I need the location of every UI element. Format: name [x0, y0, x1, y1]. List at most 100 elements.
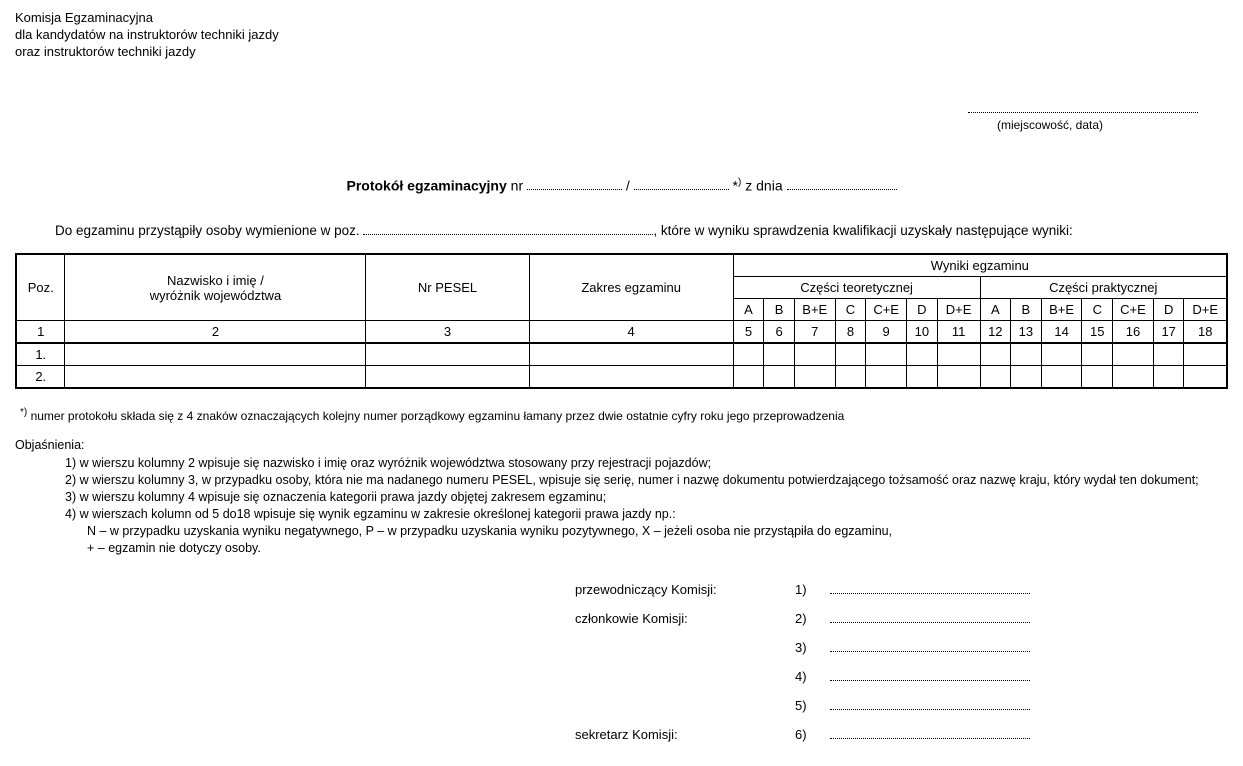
th-cat-2: B+E: [794, 299, 835, 321]
th-name: Nazwisko i imię / wyróżnik województwa: [65, 254, 366, 321]
intro-positions-field: [363, 223, 653, 235]
protocol-number-field-1: [527, 178, 622, 190]
th-cat-11: C+E: [1113, 299, 1154, 321]
explanation-3: 3) w wierszu kolumny 4 wpisuje się oznac…: [65, 489, 1228, 506]
th-pesel: Nr PESEL: [366, 254, 529, 321]
row1-c15: [1082, 343, 1113, 366]
title-zdnia: z dnia: [741, 177, 786, 193]
row1-c16: [1113, 343, 1154, 366]
sig-num-2: 2): [795, 611, 830, 626]
row1-c5: [733, 343, 764, 366]
colnum-12: 12: [980, 321, 1011, 344]
row2-c11: [937, 366, 980, 389]
row2-c16: [1113, 366, 1154, 389]
th-teoret: Części teoretycznej: [733, 277, 980, 299]
title-slash: /: [622, 177, 634, 193]
colnum-9: 9: [866, 321, 907, 344]
th-wyniki: Wyniki egzaminu: [733, 254, 1227, 277]
row2-zakres: [529, 366, 733, 389]
row1-c12: [980, 343, 1011, 366]
row1-c10: [907, 343, 938, 366]
row1-c14: [1041, 343, 1082, 366]
sig-label-1: przewodniczący Komisji:: [575, 582, 795, 597]
sig-row-3: 3): [575, 640, 1228, 655]
explanation-1: 1) w wierszu kolumny 2 wpisuje się nazwi…: [65, 455, 1228, 472]
sig-num-5: 5): [795, 698, 830, 713]
row2-c9: [866, 366, 907, 389]
row2-c5: [733, 366, 764, 389]
document-header: Komisja Egzaminacyjna dla kandydatów na …: [15, 10, 1228, 61]
location-date-field: [968, 101, 1198, 113]
row2-c15: [1082, 366, 1113, 389]
colnum-10: 10: [907, 321, 938, 344]
header-line-1: Komisja Egzaminacyjna: [15, 10, 1228, 27]
explanation-2: 2) w wierszu kolumny 3, w przypadku osob…: [65, 472, 1228, 489]
location-date-block: (miejscowość, data): [15, 101, 1228, 132]
sig-line-1: [830, 582, 1030, 594]
sig-num-4: 4): [795, 669, 830, 684]
colnum-2: 2: [65, 321, 366, 344]
th-poz: Poz.: [16, 254, 65, 321]
row1-c8: [835, 343, 866, 366]
th-cat-3: C: [835, 299, 866, 321]
document-title: Protokół egzaminacyjny nr / *) z dnia: [15, 177, 1228, 194]
row2-c14: [1041, 366, 1082, 389]
colnum-16: 16: [1113, 321, 1154, 344]
title-asterisk: *: [729, 177, 738, 193]
sig-label-6: sekretarz Komisji:: [575, 727, 795, 742]
row1-c11: [937, 343, 980, 366]
row1-c9: [866, 343, 907, 366]
intro-part1: Do egzaminu przystąpiły osoby wymienione…: [55, 223, 363, 238]
row2-c12: [980, 366, 1011, 389]
colnum-3: 3: [366, 321, 529, 344]
explanations-block: Objaśnienia: 1) w wierszu kolumny 2 wpis…: [15, 438, 1228, 556]
th-zakres: Zakres egzaminu: [529, 254, 733, 321]
th-cat-0: A: [733, 299, 764, 321]
th-cat-7: A: [980, 299, 1011, 321]
location-date-label: (miejscowość, data): [15, 118, 1198, 132]
header-line-2: dla kandydatów na instruktorów techniki …: [15, 27, 1228, 44]
th-cat-1: B: [764, 299, 795, 321]
row2-c6: [764, 366, 795, 389]
title-bold: Protokół egzaminacyjny: [346, 177, 506, 193]
row2-c10: [907, 366, 938, 389]
protocol-number-field-2: [634, 178, 729, 190]
signatures-block: przewodniczący Komisji: 1) członkowie Ko…: [15, 582, 1228, 742]
sig-line-2: [830, 611, 1030, 623]
row1-c17: [1153, 343, 1184, 366]
colnum-13: 13: [1011, 321, 1042, 344]
row2-c7: [794, 366, 835, 389]
explanation-sub1: N – w przypadku uzyskania wyniku negatyw…: [65, 523, 1228, 540]
colnum-14: 14: [1041, 321, 1082, 344]
sig-label-2: członkowie Komisji:: [575, 611, 795, 626]
row1-pesel: [366, 343, 529, 366]
row2-c18: [1184, 366, 1227, 389]
th-cat-13: D+E: [1184, 299, 1227, 321]
row1-poz: 1.: [16, 343, 65, 366]
th-prakt: Części praktycznej: [980, 277, 1227, 299]
colnum-15: 15: [1082, 321, 1113, 344]
colnum-17: 17: [1153, 321, 1184, 344]
row2-c13: [1011, 366, 1042, 389]
sig-line-3: [830, 640, 1030, 652]
sig-row-4: 4): [575, 669, 1228, 684]
colnum-5: 5: [733, 321, 764, 344]
explanation-4: 4) w wierszach kolumn od 5 do18 wpisuje …: [65, 506, 1228, 523]
sig-line-4: [830, 669, 1030, 681]
colnum-8: 8: [835, 321, 866, 344]
row2-pesel: [366, 366, 529, 389]
colnum-18: 18: [1184, 321, 1227, 344]
th-cat-5: D: [907, 299, 938, 321]
footnote: *) numer protokołu składa się z 4 znaków…: [15, 407, 1228, 423]
title-nr: nr: [507, 177, 527, 193]
row2-c8: [835, 366, 866, 389]
colnum-7: 7: [794, 321, 835, 344]
sig-num-1: 1): [795, 582, 830, 597]
sig-num-6: 6): [795, 727, 830, 742]
row1-c7: [794, 343, 835, 366]
colnum-11: 11: [937, 321, 980, 344]
results-table: Poz. Nazwisko i imię / wyróżnik wojewódz…: [15, 253, 1228, 389]
th-cat-10: C: [1082, 299, 1113, 321]
sig-row-5: 5): [575, 698, 1228, 713]
row1-c6: [764, 343, 795, 366]
